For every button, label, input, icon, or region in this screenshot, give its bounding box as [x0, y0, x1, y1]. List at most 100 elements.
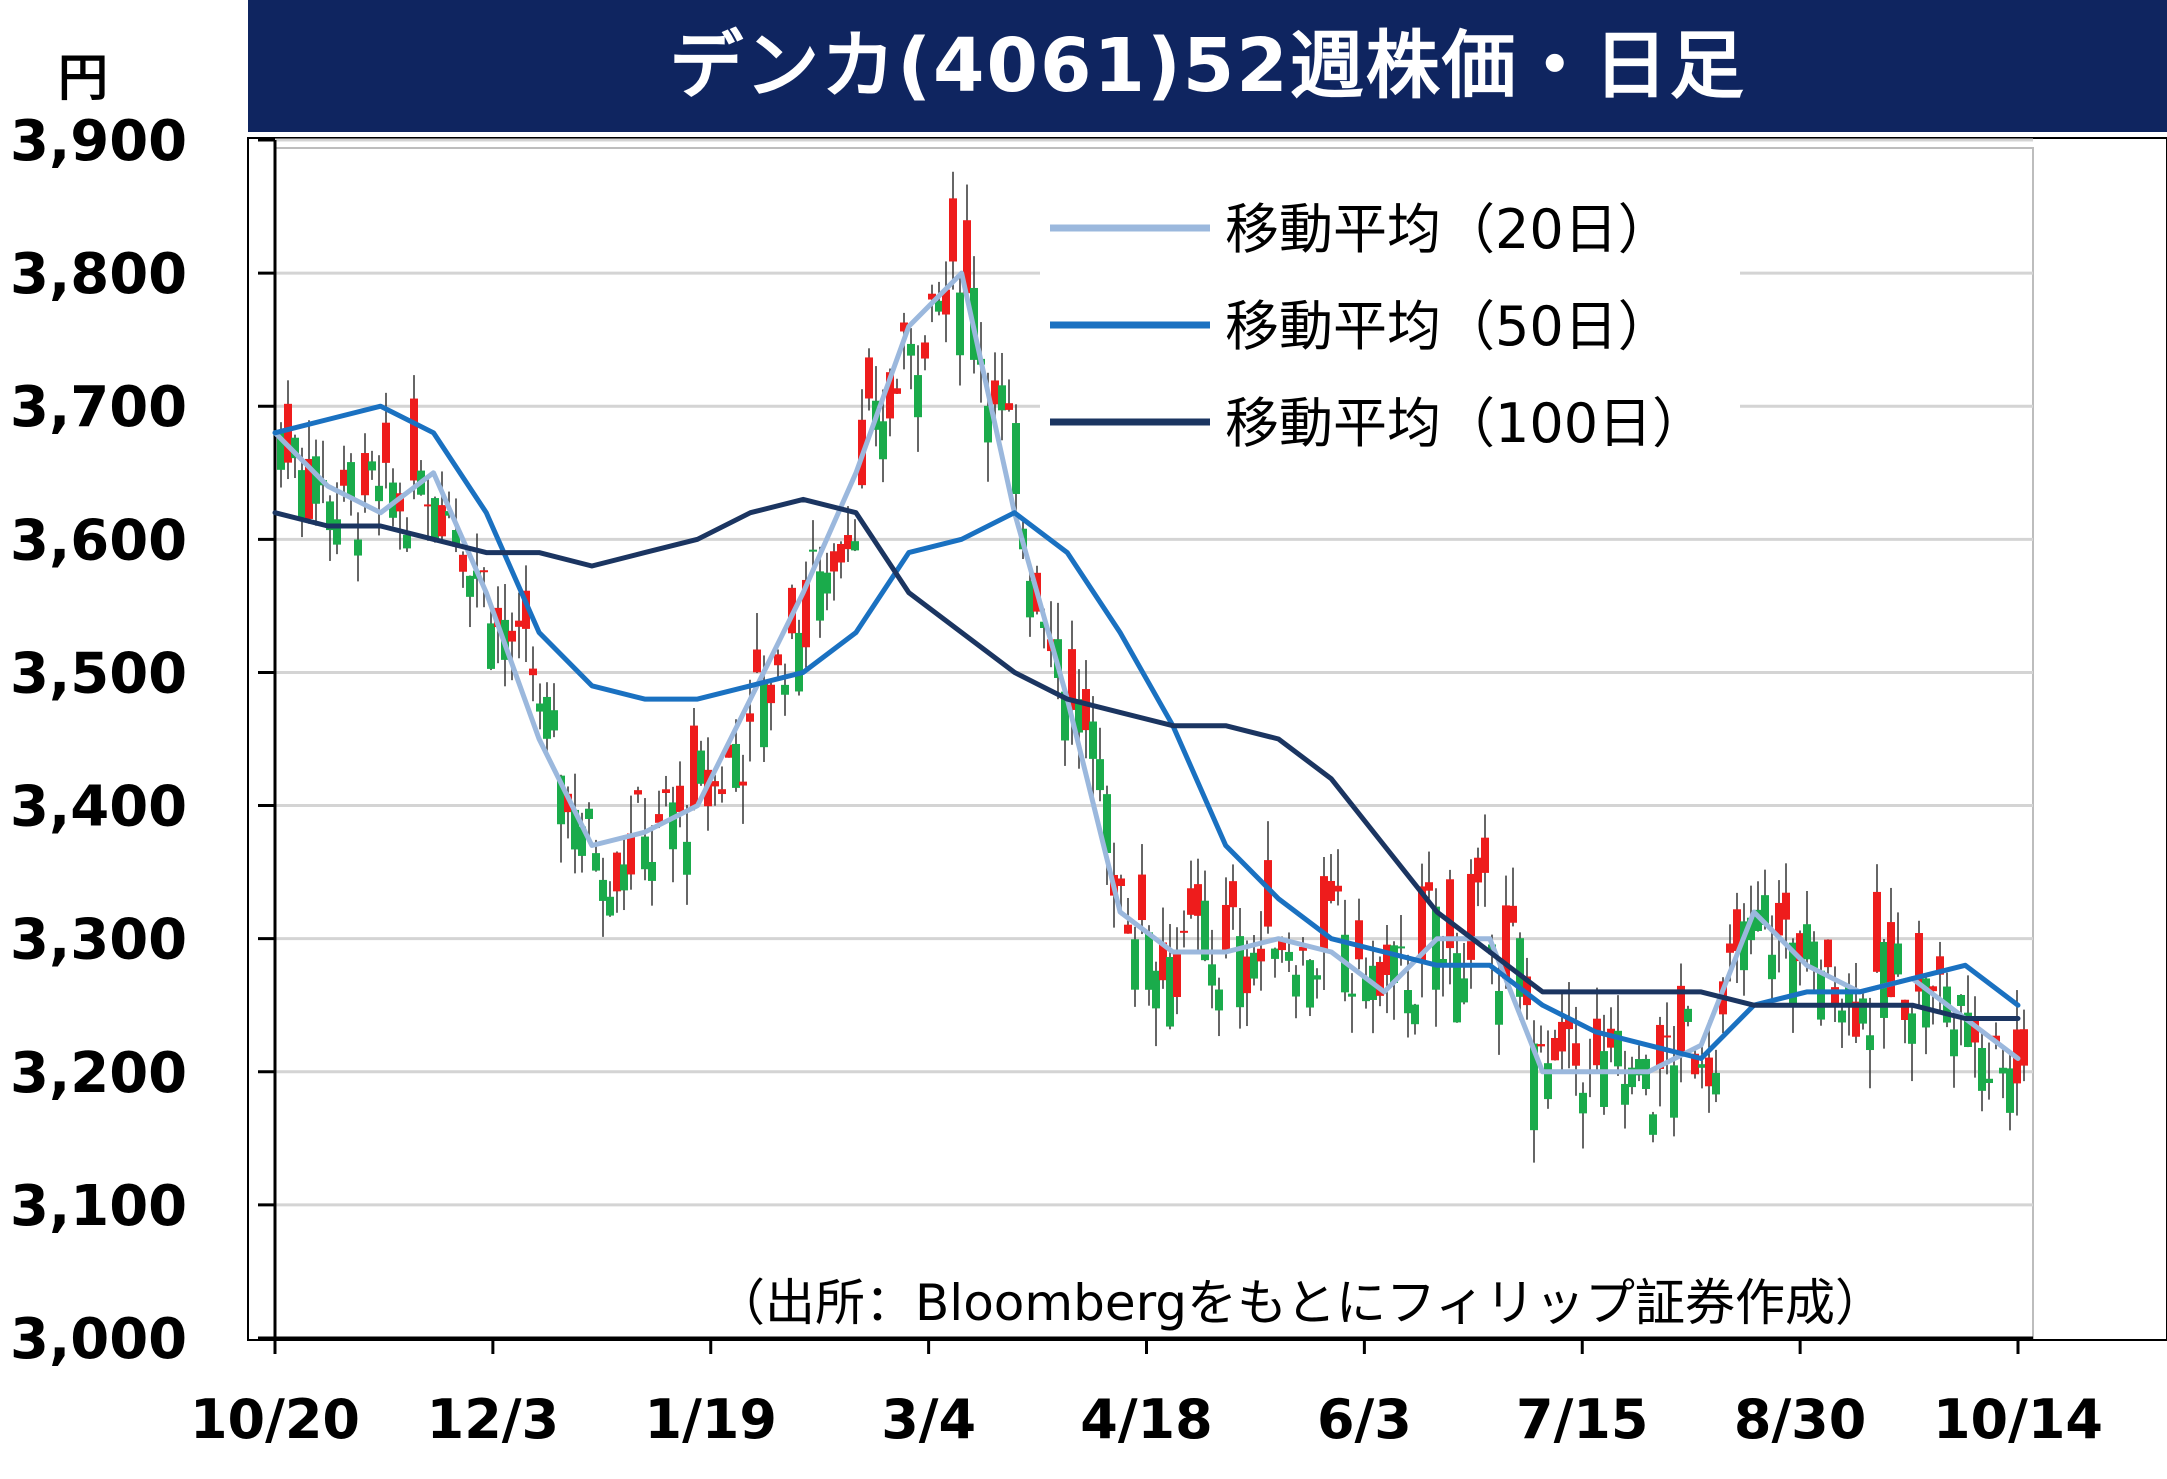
candle-body	[921, 342, 929, 359]
candle-body	[1131, 939, 1139, 990]
candle-body	[1152, 970, 1160, 1009]
candle-body	[1005, 403, 1013, 410]
candle-body	[1957, 994, 1965, 1006]
candle-body	[452, 530, 460, 547]
candle-body	[879, 421, 887, 460]
candle-body	[767, 684, 775, 704]
candle-body	[571, 809, 579, 850]
candle-body	[1985, 1078, 1993, 1084]
candle-body	[1376, 961, 1384, 996]
candle-body	[403, 534, 411, 549]
candle-body	[991, 380, 999, 405]
candle-body	[963, 220, 971, 294]
candle-body	[1495, 990, 1503, 1025]
candle-body	[1138, 874, 1146, 921]
candle-body	[1278, 940, 1286, 951]
candle-body	[1684, 1008, 1692, 1022]
candle-body	[851, 541, 859, 551]
candle-body	[1593, 1018, 1601, 1066]
candle-body	[1880, 942, 1888, 1018]
candle-body	[1635, 1059, 1643, 1076]
candle-body	[662, 789, 670, 794]
candle-body	[753, 649, 761, 673]
x-tick-label: 7/15	[1516, 1388, 1648, 1451]
candle-body	[564, 793, 572, 813]
y-tick-label: 3,300	[10, 908, 187, 973]
candle-body	[298, 470, 306, 518]
candle-body	[1579, 1092, 1587, 1114]
candle-body	[1313, 975, 1321, 980]
candle-body	[1075, 699, 1083, 733]
candle-body	[1628, 1067, 1636, 1088]
x-tick-label: 4/18	[1080, 1388, 1212, 1451]
candle-body	[1866, 1035, 1874, 1051]
candle-body	[1250, 952, 1258, 979]
candle-body	[1537, 1044, 1545, 1047]
candle-body	[655, 814, 663, 823]
candle-body	[739, 781, 747, 786]
candle-body	[634, 790, 642, 795]
candle-body	[1026, 580, 1034, 618]
candle-body	[1740, 921, 1748, 971]
candle-body	[1999, 1067, 2007, 1074]
candle-body	[1544, 1063, 1552, 1100]
candle-body	[1873, 891, 1881, 972]
candle-body	[1257, 948, 1265, 962]
x-tick-label: 6/3	[1317, 1388, 1412, 1451]
candle-body	[1551, 1037, 1559, 1061]
candle-body	[1894, 943, 1902, 975]
candle-body	[1978, 1047, 1986, 1091]
candle-body	[1411, 1004, 1419, 1025]
candle-body	[340, 469, 348, 486]
candle-body	[291, 437, 299, 459]
candle-body	[1726, 943, 1734, 953]
candle-body	[368, 461, 376, 471]
candle-body	[1194, 884, 1202, 916]
candle-body	[1950, 1029, 1958, 1057]
candle-body	[1264, 860, 1272, 927]
candle-body	[893, 388, 901, 394]
candle-body	[1474, 857, 1482, 883]
ma-line-1	[272, 403, 2021, 1061]
candle-body	[627, 833, 635, 875]
candle-body	[1901, 999, 1909, 1020]
ma-line-0	[272, 270, 2021, 1075]
candle-body	[1509, 905, 1517, 923]
candle-body	[466, 575, 474, 597]
candle-body	[928, 293, 936, 300]
candle-body	[361, 453, 369, 496]
source-note: （出所：Bloombergをもとにフィリップ証券作成）	[715, 1274, 1885, 1332]
candle-body	[718, 789, 726, 795]
candle-body	[837, 543, 845, 563]
candle-body	[1082, 689, 1090, 731]
candle-body	[494, 607, 502, 628]
candle-body	[746, 713, 754, 722]
candle-body	[578, 826, 586, 856]
x-tick-label: 12/3	[427, 1388, 559, 1451]
candle-body	[1852, 1001, 1860, 1037]
candle-body	[1572, 1043, 1580, 1066]
candle-body	[1677, 985, 1685, 1055]
candle-body	[1446, 879, 1454, 949]
candle-body	[1271, 948, 1279, 959]
candle-body	[1096, 759, 1104, 791]
candle-body	[613, 852, 621, 892]
candle-body	[1530, 1043, 1538, 1131]
candle-body	[1565, 1017, 1573, 1030]
y-tick-label: 3,600	[10, 508, 187, 573]
candle-body	[816, 571, 824, 621]
candle-body	[1845, 987, 1853, 1007]
y-tick-label: 3,700	[10, 375, 187, 440]
y-tick-label: 3,900	[10, 109, 187, 174]
candle-body	[1747, 917, 1755, 941]
candle-body	[1460, 978, 1468, 1003]
legend-label: 移動平均（100日）	[1225, 392, 1706, 455]
candle-body	[326, 501, 334, 531]
candle-body	[1908, 1013, 1916, 1044]
y-tick-label: 3,500	[10, 641, 187, 706]
candle-body	[606, 896, 614, 916]
candle-body	[557, 775, 565, 825]
candle-body	[2006, 1068, 2014, 1113]
candle-body	[1208, 964, 1216, 986]
